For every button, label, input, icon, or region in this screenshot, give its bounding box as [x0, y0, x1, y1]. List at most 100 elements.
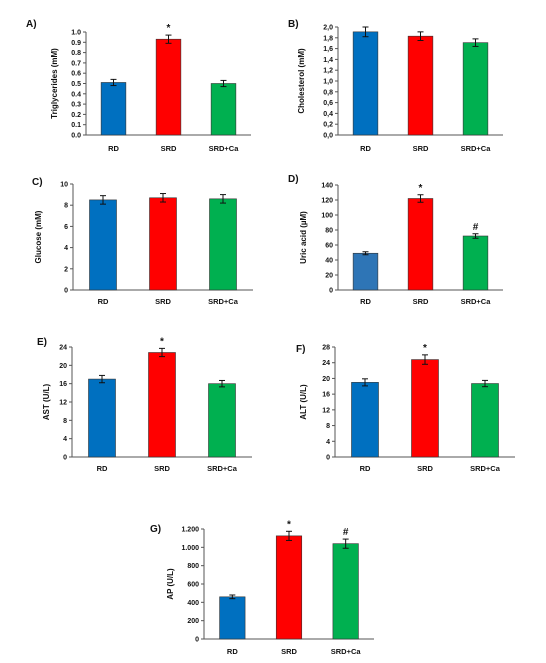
- panel-d: D) 0 20 40 60 80 100 120 140 Uric acid (µM) RD * SRD…: [288, 174, 503, 306]
- significance-marker: *: [423, 343, 427, 354]
- y-tick-label: 0.5: [71, 81, 81, 88]
- category-label: SRD+Ca: [208, 297, 239, 306]
- y-axis-label: Uric acid (µM): [299, 211, 308, 264]
- y-axis-label: Triglycerides (mM): [50, 48, 59, 119]
- bar-rd: [351, 382, 379, 458]
- y-tick-label: 140: [321, 183, 333, 190]
- category-label: SRD+Ca: [209, 144, 240, 153]
- bar-srd: [275, 535, 303, 640]
- y-tick-label: 8: [326, 423, 330, 430]
- y-tick-label: 0.1: [71, 122, 81, 129]
- category-label: SRD+Ca: [207, 464, 238, 473]
- y-axis-label: AST (U/L): [42, 383, 51, 420]
- panel-b: B) 0,0 0,2 0,4 0,6 0,8 1,0 1,2 1,4 1,6 1,8 2,0 Chole…: [288, 19, 503, 153]
- bar-srd-ca: [462, 235, 489, 291]
- category-label: SRD+Ca: [461, 144, 492, 153]
- y-tick-label: 24: [59, 345, 67, 352]
- y-tick-label: 800: [187, 563, 199, 570]
- y-tick-label: 1,0: [323, 79, 333, 86]
- category-label: RD: [360, 464, 371, 473]
- y-tick-label: 1,8: [323, 35, 333, 42]
- y-tick-label: 0.2: [71, 112, 81, 119]
- y-tick-label: 0.0: [71, 133, 81, 140]
- category-label: SRD: [417, 464, 433, 473]
- y-tick-label: 0: [64, 288, 68, 295]
- bar-srd-ca: [462, 42, 489, 136]
- panel-letter: G): [150, 524, 161, 535]
- y-tick-label: 1,2: [323, 68, 333, 75]
- y-tick-label: 0,2: [323, 122, 333, 129]
- y-tick-label: 8: [63, 418, 67, 425]
- panel-f: F) 0 4 8 12 16 20 24 28 ALT (U/L) RD * SRD SRD+Ca: [296, 343, 515, 473]
- y-tick-label: 8: [64, 203, 68, 210]
- panel-letter: E): [37, 337, 47, 348]
- bar-srd-ca: [332, 543, 359, 640]
- y-tick-label: 60: [325, 243, 333, 250]
- y-tick-label: 400: [187, 600, 199, 607]
- bar-srd-ca: [208, 383, 236, 458]
- y-tick-label: 1.0: [71, 30, 81, 37]
- category-label: RD: [108, 144, 119, 153]
- significance-marker: #: [343, 527, 349, 538]
- y-tick-label: 0,0: [323, 133, 333, 140]
- category-label: RD: [227, 647, 238, 656]
- bar-srd: [407, 35, 434, 136]
- significance-marker: *: [419, 183, 423, 194]
- bar-rd: [88, 378, 116, 458]
- bar-srd: [148, 352, 176, 458]
- y-tick-label: 1.200: [181, 527, 199, 534]
- category-label: SRD: [161, 144, 177, 153]
- panel-letter: B): [288, 19, 299, 30]
- significance-marker: *: [167, 23, 171, 34]
- y-tick-label: 20: [59, 363, 67, 370]
- category-label: RD: [97, 464, 108, 473]
- y-tick-label: 24: [322, 360, 330, 367]
- y-tick-label: 0: [326, 455, 330, 462]
- y-tick-label: 4: [326, 439, 330, 446]
- y-tick-label: 4: [63, 436, 67, 443]
- y-axis-label: Cholesterol (mM): [297, 48, 306, 114]
- y-tick-label: 0: [63, 455, 67, 462]
- panel-letter: F): [296, 344, 305, 355]
- category-label: SRD: [155, 297, 171, 306]
- y-tick-label: 1.000: [181, 545, 199, 552]
- y-tick-label: 10: [60, 182, 68, 189]
- y-tick-label: 1,4: [323, 57, 333, 64]
- y-tick-label: 16: [322, 392, 330, 399]
- bar-srd: [155, 38, 182, 136]
- y-tick-label: 100: [321, 213, 333, 220]
- y-tick-label: 0: [329, 288, 333, 295]
- y-axis-label: Glucose (mM): [34, 210, 43, 263]
- category-label: SRD: [281, 647, 297, 656]
- y-tick-label: 0: [195, 637, 199, 644]
- y-tick-label: 40: [325, 258, 333, 265]
- bar-rd: [89, 199, 117, 291]
- y-tick-label: 1,6: [323, 46, 333, 53]
- significance-marker: *: [160, 336, 164, 347]
- y-tick-label: 0.4: [71, 91, 81, 98]
- y-tick-label: 0,6: [323, 100, 333, 107]
- y-axis-label: ALT (U/L): [299, 384, 308, 420]
- bar-rd: [100, 82, 127, 136]
- y-tick-label: 2: [64, 266, 68, 273]
- y-tick-label: 0.6: [71, 71, 81, 78]
- y-tick-label: 120: [321, 198, 333, 205]
- category-label: SRD: [413, 297, 429, 306]
- y-tick-label: 4: [64, 245, 68, 252]
- bar-srd: [149, 197, 177, 291]
- bar-srd-ca: [210, 83, 237, 136]
- panel-a: A) 0.0 0.1 0.2 0.3 0.4 0.5 0.6 0.7 0.8 0.9 1.0 Trigl…: [26, 19, 251, 153]
- panel-g: G) 0 200 400 600 800 1.000 1.200 AP (U/L) RD * SRD #…: [150, 519, 374, 656]
- bar-rd: [352, 252, 379, 291]
- category-label: SRD+Ca: [331, 647, 362, 656]
- y-tick-label: 20: [325, 273, 333, 280]
- y-tick-label: 0,4: [323, 111, 333, 118]
- panel-e: E) 0 4 8 12 16 20 24 AST (U/L) RD * SRD SRD+Ca: [37, 336, 252, 473]
- y-tick-label: 28: [322, 345, 330, 352]
- significance-marker: #: [473, 222, 479, 233]
- y-tick-label: 0.7: [71, 60, 81, 67]
- y-axis-label: AP (U/L): [166, 568, 175, 600]
- y-tick-label: 0.9: [71, 40, 81, 47]
- bar-rd: [352, 31, 379, 136]
